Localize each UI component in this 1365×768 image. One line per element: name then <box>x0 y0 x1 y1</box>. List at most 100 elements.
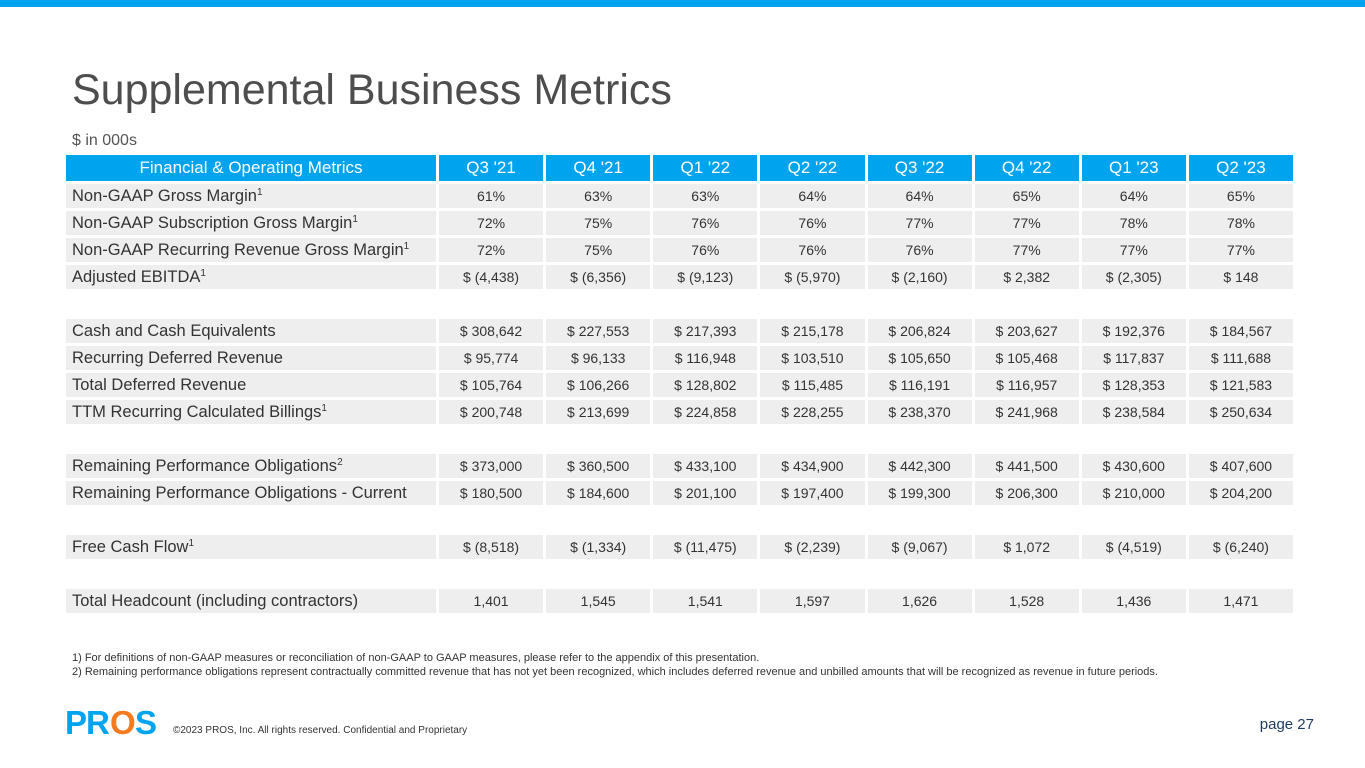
spacer-cell <box>66 508 1293 532</box>
value-cell: $ (4,519) <box>1081 535 1186 559</box>
header-quarter: Q2 '23 <box>1188 155 1293 181</box>
value-cell: $ 105,650 <box>867 346 972 370</box>
value-cell: $ 116,191 <box>867 373 972 397</box>
units-note: $ in 000s <box>72 132 137 149</box>
value-cell: $ 2,382 <box>974 265 1079 289</box>
value-cell: $ 250,634 <box>1188 400 1293 424</box>
footnote-1: 1) For definitions of non-GAAP measures … <box>72 652 760 664</box>
copyright: ©2023 PROS, Inc. All rights reserved. Co… <box>173 725 468 736</box>
row-label-text: Cash and Cash Equivalents <box>72 321 276 340</box>
value-cell: $ 128,802 <box>653 373 758 397</box>
row-label: Total Deferred Revenue <box>66 373 436 397</box>
value-cell: $ 360,500 <box>546 454 651 478</box>
spacer-row <box>66 427 1293 451</box>
value-cell: $ 121,583 <box>1188 373 1293 397</box>
value-cell: $ (5,970) <box>760 265 865 289</box>
row-label-text: Total Deferred Revenue <box>72 375 247 394</box>
header-quarter: Q4 '21 <box>546 155 651 181</box>
spacer-row <box>66 508 1293 532</box>
value-cell: $ 206,300 <box>974 481 1079 505</box>
value-cell: 64% <box>867 184 972 208</box>
value-cell: $ (8,518) <box>439 535 544 559</box>
table-row: TTM Recurring Calculated Billings1 $ 200,… <box>66 400 1293 424</box>
value-cell: $ 308,642 <box>439 319 544 343</box>
value-cell: $ 115,485 <box>760 373 865 397</box>
footnote-marker: 2 <box>337 456 343 468</box>
value-cell: 77% <box>1188 238 1293 262</box>
value-cell: 1,471 <box>1188 589 1293 613</box>
value-cell: $ 199,300 <box>867 481 972 505</box>
value-cell: 76% <box>653 238 758 262</box>
value-cell: $ 180,500 <box>439 481 544 505</box>
row-label: Adjusted EBITDA1 <box>66 265 436 289</box>
row-label: Non-GAAP Gross Margin1 <box>66 184 436 208</box>
value-cell: $ 128,353 <box>1081 373 1186 397</box>
table-row: Total Headcount (including contractors) 1… <box>66 589 1293 613</box>
value-cell: $ 238,370 <box>867 400 972 424</box>
value-cell: 64% <box>1081 184 1186 208</box>
footnote-marker: 1 <box>256 186 263 198</box>
footnote-marker: 1 <box>352 213 358 225</box>
pros-logo-o: O <box>110 706 136 736</box>
value-cell: $ 105,764 <box>439 373 544 397</box>
header-quarter: Q2 '22 <box>760 155 865 181</box>
row-label: TTM Recurring Calculated Billings1 <box>66 400 436 424</box>
table-row: Non-GAAP Gross Margin1 61% 63% 63% 64% 64% 65%… <box>66 184 1293 208</box>
page-title: Supplemental Business Metrics <box>72 66 672 114</box>
value-cell: $ 192,376 <box>1081 319 1186 343</box>
value-cell: $ 434,900 <box>760 454 865 478</box>
value-cell: $ 200,748 <box>439 400 544 424</box>
value-cell: $ 433,100 <box>653 454 758 478</box>
spacer-row <box>66 562 1293 586</box>
value-cell: $ (6,356) <box>546 265 651 289</box>
value-cell: $ 95,774 <box>439 346 544 370</box>
table-row: Adjusted EBITDA1 $ (4,438) $ (6,356) $ (9,1… <box>66 265 1293 289</box>
value-cell: $ 238,584 <box>1081 400 1186 424</box>
value-cell: 72% <box>439 211 544 235</box>
row-label-text: Non-GAAP Recurring Revenue Gross Margin <box>72 240 404 259</box>
table-row: Non-GAAP Recurring Revenue Gross Margin1… <box>66 238 1293 262</box>
value-cell: 75% <box>546 211 651 235</box>
value-cell: $ 1,072 <box>974 535 1079 559</box>
value-cell: $ (1,334) <box>546 535 651 559</box>
value-cell: $ 206,824 <box>867 319 972 343</box>
footnote-marker: 1 <box>200 267 206 279</box>
footnote-marker: 1 <box>321 402 327 414</box>
value-cell: $ 184,600 <box>546 481 651 505</box>
row-label: Cash and Cash Equivalents <box>66 319 436 343</box>
table-row: Remaining Performance Obligations2 $ 373,… <box>66 454 1293 478</box>
value-cell: $ (9,067) <box>867 535 972 559</box>
value-cell: 76% <box>653 211 758 235</box>
value-cell: $ 217,393 <box>653 319 758 343</box>
value-cell: $ 228,255 <box>760 400 865 424</box>
row-label: Remaining Performance Obligations - Curr… <box>66 481 436 505</box>
value-cell: 1,597 <box>760 589 865 613</box>
table-row: Total Deferred Revenue $ 105,764 $ 106,266… <box>66 373 1293 397</box>
value-cell: $ (2,239) <box>760 535 865 559</box>
value-cell: 76% <box>760 211 865 235</box>
value-cell: 78% <box>1188 211 1293 235</box>
row-label: Free Cash Flow1 <box>66 535 436 559</box>
header-quarter: Q3 '22 <box>867 155 972 181</box>
table-row: Remaining Performance Obligations - Curr… <box>66 481 1293 505</box>
value-cell: 78% <box>1081 211 1186 235</box>
table-body: Non-GAAP Gross Margin1 61% 63% 63% 64% 64% 65%… <box>66 184 1293 613</box>
value-cell: $ (2,160) <box>867 265 972 289</box>
value-cell: 1,436 <box>1081 589 1186 613</box>
value-cell: $ 116,957 <box>974 373 1079 397</box>
value-cell: 77% <box>974 238 1079 262</box>
value-cell: $ 106,266 <box>546 373 651 397</box>
footnote-2: 2) Remaining performance obligations rep… <box>72 666 1158 678</box>
value-cell: $ 442,300 <box>867 454 972 478</box>
row-label: Remaining Performance Obligations2 <box>66 454 436 478</box>
value-cell: $ 213,699 <box>546 400 651 424</box>
value-cell: 65% <box>1188 184 1293 208</box>
value-cell: $ (4,438) <box>439 265 544 289</box>
value-cell: $ 116,948 <box>653 346 758 370</box>
value-cell: $ (11,475) <box>653 535 758 559</box>
value-cell: 1,528 <box>974 589 1079 613</box>
value-cell: 63% <box>653 184 758 208</box>
value-cell: 77% <box>974 211 1079 235</box>
table-row: Non-GAAP Subscription Gross Margin1 72% 75… <box>66 211 1293 235</box>
header-quarter: Q4 '22 <box>974 155 1079 181</box>
